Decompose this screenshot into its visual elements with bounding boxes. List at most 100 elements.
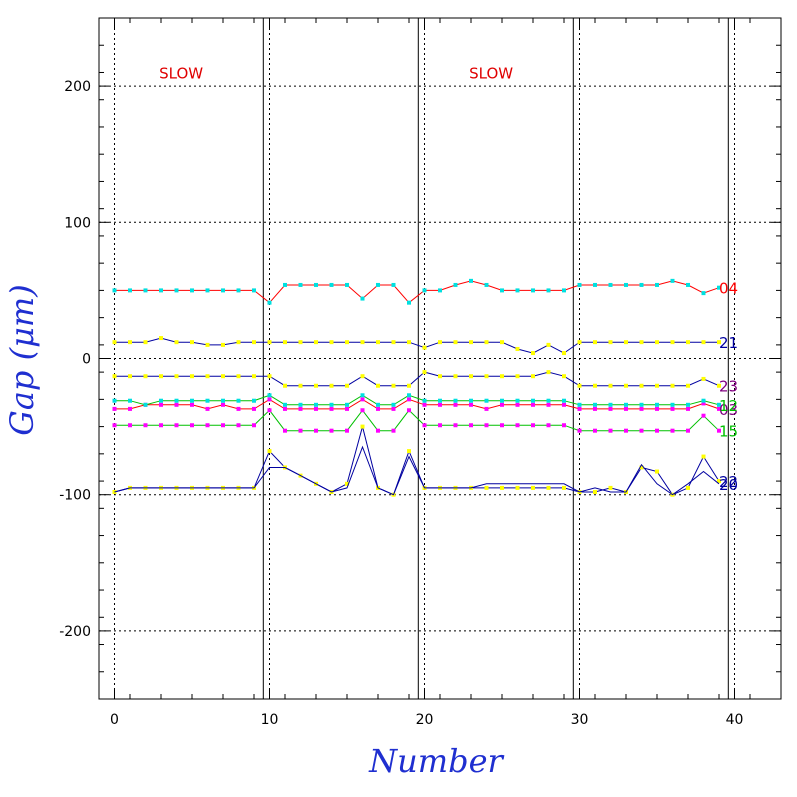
series-point-03 [407,397,411,402]
series-point-23 [546,370,551,375]
series-point-22 [608,485,613,490]
series-point-21 [267,340,272,345]
series-point-12 [562,398,566,403]
series-point-15 [298,428,303,433]
series-point-21 [531,351,535,356]
series-point-04 [531,288,535,293]
series-point-12 [500,398,504,403]
series-point-22 [639,465,644,470]
series-point-12 [252,398,256,403]
series-point-22 [546,485,551,490]
series-point-04 [360,296,365,301]
series-point-15 [655,428,659,433]
series-point-04 [345,282,349,287]
series-point-23 [608,383,613,388]
series-point-04 [314,282,318,287]
series-point-04 [298,282,303,287]
series-point-04 [577,282,582,287]
series-point-15 [391,428,396,433]
series-point-21 [128,340,132,345]
series-point-21 [298,340,303,345]
series-point-04 [283,282,287,287]
series-point-04 [391,282,396,287]
slow-annotation: SLOW [159,64,203,82]
series-point-15 [267,408,272,413]
series-point-22 [500,485,504,490]
series-point-12 [345,402,349,407]
series-line-03 [114,398,720,410]
series-point-04 [469,278,473,283]
series-point-03 [314,406,318,411]
series-point-23 [562,374,566,379]
series-point-21 [376,340,380,345]
series-point-03 [639,406,644,411]
series-point-15 [345,428,349,433]
series-point-22 [345,481,349,486]
series-point-15 [593,428,597,433]
series-point-15 [500,423,504,428]
series-point-22 [267,449,272,454]
series-point-03 [453,402,458,407]
series-point-12 [376,402,380,407]
series-point-23 [577,383,582,388]
series-point-21 [174,340,179,345]
series-point-23 [314,383,318,388]
series-point-15 [717,428,721,433]
series-label-12: 12 [719,397,738,415]
series-point-12 [159,398,163,403]
series-point-15 [608,428,613,433]
series-point-03 [159,402,163,407]
series-point-03 [562,402,566,407]
series-point-21 [655,340,659,345]
series-point-04 [174,288,179,293]
x-tick-label: 20 [416,712,434,728]
series-point-23 [422,370,427,375]
series-point-12 [236,398,241,403]
series-point-23 [438,374,442,379]
series-point-23 [717,383,721,388]
series-point-23 [639,383,644,388]
series-point-21 [624,340,628,345]
series-point-04 [546,288,551,293]
series-point-23 [484,374,489,379]
series-point-04 [190,288,194,293]
series-point-03 [701,401,706,406]
series-point-15 [562,423,566,428]
series-point-04 [500,288,504,293]
series-point-03 [190,402,194,407]
series-point-23 [345,383,349,388]
series-point-22 [717,479,721,484]
series-point-15 [422,423,427,428]
series-point-04 [236,288,241,293]
series-point-15 [531,423,535,428]
series-point-12 [407,393,411,398]
series-point-04 [252,288,256,293]
x-tick-label: 30 [571,712,589,728]
series-point-04 [686,282,690,287]
series-point-21 [391,340,396,345]
series-point-15 [112,423,117,428]
series-point-15 [159,423,163,428]
series-point-04 [670,278,675,283]
series-point-03 [717,406,721,411]
series-point-12 [298,402,303,407]
series-point-15 [236,423,241,428]
series-point-03 [655,406,659,411]
series-point-12 [329,402,334,407]
series-point-03 [577,406,582,411]
series-label-21: 21 [719,334,738,352]
x-tick-label: 40 [726,712,744,728]
series-point-03 [515,402,520,407]
annotations: SLOW SLOW [159,64,513,82]
series-point-21 [112,340,117,345]
series-point-03 [546,402,551,407]
series-point-12 [391,402,396,407]
series-point-15 [205,423,210,428]
series-point-03 [422,402,427,407]
series-point-15 [701,413,706,418]
series-point-03 [593,406,597,411]
series-point-23 [453,374,458,379]
series-point-12 [360,393,365,398]
series-line-04 [114,280,720,304]
